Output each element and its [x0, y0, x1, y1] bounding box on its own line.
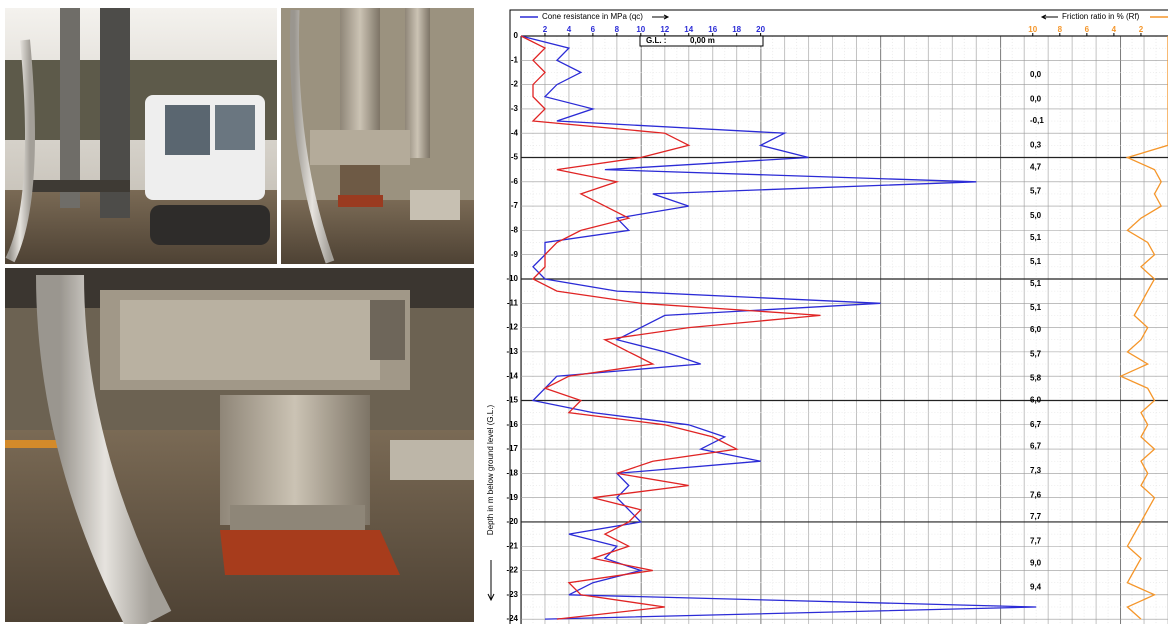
y-tick-label: -14 [506, 371, 518, 380]
photo-pile [281, 8, 474, 264]
y-tick-label: -15 [506, 396, 518, 405]
y-tick-label: -7 [511, 201, 519, 210]
y-tick-label: -16 [506, 420, 518, 429]
series-line [520, 35, 821, 620]
y-tick-label: -4 [511, 128, 519, 137]
rf-label: 5,1 [1030, 303, 1042, 312]
x2-tick-label: 2 [1139, 25, 1144, 34]
rf-label: 5,1 [1030, 279, 1042, 288]
grid-background [521, 36, 1168, 624]
photo-rig [5, 8, 277, 264]
y-tick-label: -23 [506, 590, 518, 599]
y-tick-label: -19 [506, 493, 518, 502]
series-line [520, 35, 1037, 620]
grid [520, 33, 1168, 624]
gl-box [639, 35, 764, 47]
y-tick-label: -9 [511, 250, 519, 259]
y-tick-label: -10 [506, 274, 518, 283]
rf-label: 0,0 [1030, 70, 1042, 79]
rf-label: 5,0 [1030, 211, 1042, 220]
rf-label: 6,0 [1030, 325, 1042, 334]
x-tick-label: 14 [684, 25, 693, 34]
y-axis-label: Depth in m below ground level (G.L.) [486, 405, 495, 536]
legend-arrowhead [1040, 14, 1047, 20]
rf-label: 6,0 [1030, 396, 1042, 405]
rf-label: 7,7 [1030, 536, 1042, 545]
y-tick-label: -18 [506, 468, 518, 477]
legend-label: Cone resistance in MPa (qc) [542, 12, 643, 21]
rf-label: -0,1 [1030, 116, 1044, 125]
rf-label: 5,7 [1030, 187, 1042, 196]
x-tick-label: 12 [660, 25, 669, 34]
x-tick-label: 2 [543, 25, 548, 34]
plot [520, 35, 1168, 620]
rf-label: 7,7 [1030, 512, 1042, 521]
rf-label: 5,8 [1030, 374, 1042, 383]
y-tick-label: -5 [511, 153, 519, 162]
legend-arrowhead [663, 14, 670, 20]
photo-closeup [5, 268, 474, 624]
y-tick-label: -20 [506, 517, 518, 526]
rf-label: 6,7 [1030, 442, 1042, 451]
x-tick-label: 10 [636, 25, 645, 34]
rf-label: 7,6 [1030, 490, 1042, 499]
y-tick-label: -21 [506, 541, 518, 550]
rf-label: 0,0 [1030, 94, 1042, 103]
gl-label: G.L. : [646, 36, 666, 45]
y-tick-label: -22 [506, 566, 518, 575]
x-tick-label: 16 [708, 25, 717, 34]
y-tick-label: -1 [511, 55, 519, 64]
rf-label: 9,0 [1030, 558, 1042, 567]
y-tick-label: -24 [506, 614, 518, 623]
y-tick-label: -8 [511, 225, 519, 234]
x-tick-label: 6 [591, 25, 596, 34]
y-tick-label: -3 [511, 104, 519, 113]
rf-label: 5,7 [1030, 349, 1042, 358]
rf-label: 0,3 [1030, 140, 1042, 149]
y-tick-label: -6 [511, 177, 519, 186]
rf-label: 9,4 [1030, 583, 1042, 592]
x-tick-label: 4 [567, 25, 572, 34]
x-tick-label: 20 [756, 25, 765, 34]
y-tick-label: -2 [511, 80, 519, 89]
x-tick-label: 8 [615, 25, 620, 34]
y-axis-arrowhead [487, 593, 495, 602]
rf-label: 5,1 [1030, 233, 1042, 242]
y-tick-label: -11 [507, 298, 519, 307]
rf-label: 6,7 [1030, 420, 1042, 429]
y-tick-label: -13 [506, 347, 518, 356]
x2-tick-label: 6 [1085, 25, 1090, 34]
rf-label: 5,1 [1030, 257, 1042, 266]
y-tick-label: 0 [514, 31, 519, 40]
x2-tick-label: 4 [1112, 25, 1117, 34]
x2-tick-label: 8 [1058, 25, 1063, 34]
gl-value: 0,00 m [690, 36, 715, 45]
y-tick-label: -17 [506, 444, 518, 453]
rf-label: 7,3 [1030, 466, 1042, 475]
series-line [1119, 36, 1168, 620]
x-tick-label: 18 [732, 25, 741, 34]
y-tick-label: -12 [506, 323, 518, 332]
rf-label: 4,7 [1030, 162, 1042, 171]
legend-label: Friction ratio in % (Rf) [1062, 12, 1140, 21]
x2-tick-label: 10 [1028, 25, 1037, 34]
